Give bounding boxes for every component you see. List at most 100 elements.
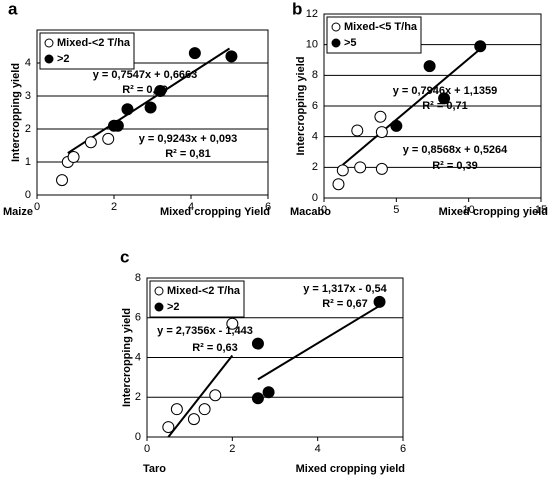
- data-point: [354, 161, 367, 174]
- x-tick-label: 4: [188, 201, 194, 213]
- panel-label: a: [8, 0, 18, 18]
- data-point: [262, 386, 275, 399]
- data-point: [111, 119, 124, 132]
- x-tick-label: 15: [535, 204, 547, 216]
- data-point: [390, 119, 403, 132]
- annotation: R² = 0,71: [422, 100, 468, 112]
- panel-label: b: [292, 0, 302, 18]
- y-tick-label: 4: [312, 131, 318, 143]
- chart-panel: 0 2 4 6 8 10 12 0 5 10 15 y = 0,7946x + 1,1359 R² = …: [290, 0, 548, 218]
- x-tick-label: 2: [229, 443, 235, 455]
- data-point: [251, 392, 264, 405]
- data-point: [188, 47, 201, 60]
- legend-label: Mixed-<2 T/ha: [57, 37, 131, 49]
- y-tick-label: 0: [25, 189, 31, 201]
- annotation: y = 0,8568x + 0,5264: [403, 144, 508, 156]
- x-tick-label: 6: [400, 443, 406, 455]
- data-point: [438, 92, 451, 105]
- legend-marker: [154, 286, 164, 296]
- legend-label: >2: [57, 53, 70, 65]
- data-point: [162, 421, 175, 434]
- annotation: R² = 0,67: [322, 298, 368, 310]
- y-tick-label: 12: [306, 8, 318, 20]
- legend-box: [149, 280, 245, 318]
- data-point: [336, 164, 349, 177]
- data-point: [351, 124, 364, 137]
- trend-line: [67, 47, 231, 154]
- legend-label: Mixed-<5 T/ha: [344, 21, 418, 33]
- x-tick-label: 4: [315, 443, 321, 455]
- trend-line: [257, 304, 381, 381]
- data-point: [374, 110, 387, 123]
- data-point: [226, 317, 239, 330]
- annotation: R² = 0,63: [192, 342, 238, 354]
- data-point: [154, 85, 167, 98]
- x-axis-label: Mixed cropping Yield: [160, 206, 270, 218]
- y-tick-label: 6: [312, 100, 318, 112]
- trend-line: [342, 48, 481, 166]
- data-point: [84, 136, 97, 149]
- data-point: [67, 151, 80, 164]
- x-tick-label: 0: [144, 443, 150, 455]
- data-point: [102, 132, 115, 145]
- legend-marker: [331, 38, 341, 48]
- data-point: [121, 103, 134, 116]
- y-tick-label: 6: [135, 312, 141, 324]
- x-tick-label: 0: [321, 204, 327, 216]
- legend-marker: [331, 22, 341, 32]
- data-point: [375, 162, 388, 175]
- y-tick-label: 3: [25, 90, 31, 102]
- y-tick-label: 8: [135, 272, 141, 284]
- crop-label: Macabo: [290, 206, 331, 218]
- y-axis-label: Intercropping yield: [121, 308, 133, 407]
- panel-label: c: [120, 247, 129, 266]
- data-point: [474, 40, 487, 53]
- annotation: R² = 0,39: [432, 160, 478, 172]
- y-tick-label: 2: [25, 123, 31, 135]
- legend-box: [39, 32, 135, 70]
- x-tick-label: 10: [463, 204, 475, 216]
- y-tick-label: 0: [312, 192, 318, 204]
- legend-marker: [44, 38, 54, 48]
- data-point: [56, 174, 69, 187]
- data-point: [251, 337, 264, 350]
- data-point: [187, 413, 200, 426]
- y-tick-label: 4: [25, 57, 31, 69]
- chart-panel: 0 1 2 3 4 0 2 4 6 y = 0,7547x + 0,6663 R² = 0,89 y …: [3, 0, 271, 218]
- annotation: y = 2,7356x - 1,443: [157, 325, 253, 337]
- y-tick-label: 2: [312, 161, 318, 173]
- legend-box: [326, 16, 422, 54]
- chart-panel: 0 2 4 6 8 0 2 4 6 y = 1,317x - 0,54 R² = 0,67 y = 2…: [120, 247, 406, 474]
- x-axis-label: Mixed cropping yield: [296, 463, 405, 475]
- annotation: R² = 0,81: [165, 148, 211, 160]
- trend-line: [167, 354, 234, 438]
- x-tick-label: 6: [265, 201, 271, 213]
- data-point: [198, 403, 211, 416]
- annotation: y = 0,7946x + 1,1359: [393, 85, 498, 97]
- data-point: [423, 60, 436, 73]
- annotation: y = 0,7547x + 0,6663: [93, 69, 198, 81]
- y-tick-label: 8: [312, 69, 318, 81]
- x-tick-label: 5: [393, 204, 399, 216]
- y-tick-label: 2: [135, 391, 141, 403]
- data-point: [373, 295, 386, 308]
- crop-label: Maize: [3, 206, 33, 218]
- legend-label: Mixed-<2 T/ha: [167, 285, 241, 297]
- y-tick-label: 4: [135, 351, 141, 363]
- y-tick-label: 0: [135, 431, 141, 443]
- y-tick-label: 10: [306, 39, 318, 51]
- data-point: [225, 50, 238, 63]
- crop-label: Taro: [143, 463, 166, 475]
- x-axis-label: Mixed cropping yield: [439, 206, 548, 218]
- data-point: [332, 178, 345, 191]
- legend-marker: [154, 302, 164, 312]
- y-axis-label: Intercropping yield: [295, 56, 307, 155]
- data-point: [375, 126, 388, 139]
- data-point: [144, 101, 157, 114]
- legend-label: >5: [344, 37, 357, 49]
- annotation: y = 0,9243x + 0,093: [139, 133, 237, 145]
- y-tick-label: 1: [25, 156, 31, 168]
- legend-label: >2: [167, 301, 180, 313]
- y-axis-label: Intercropping yield: [10, 63, 22, 162]
